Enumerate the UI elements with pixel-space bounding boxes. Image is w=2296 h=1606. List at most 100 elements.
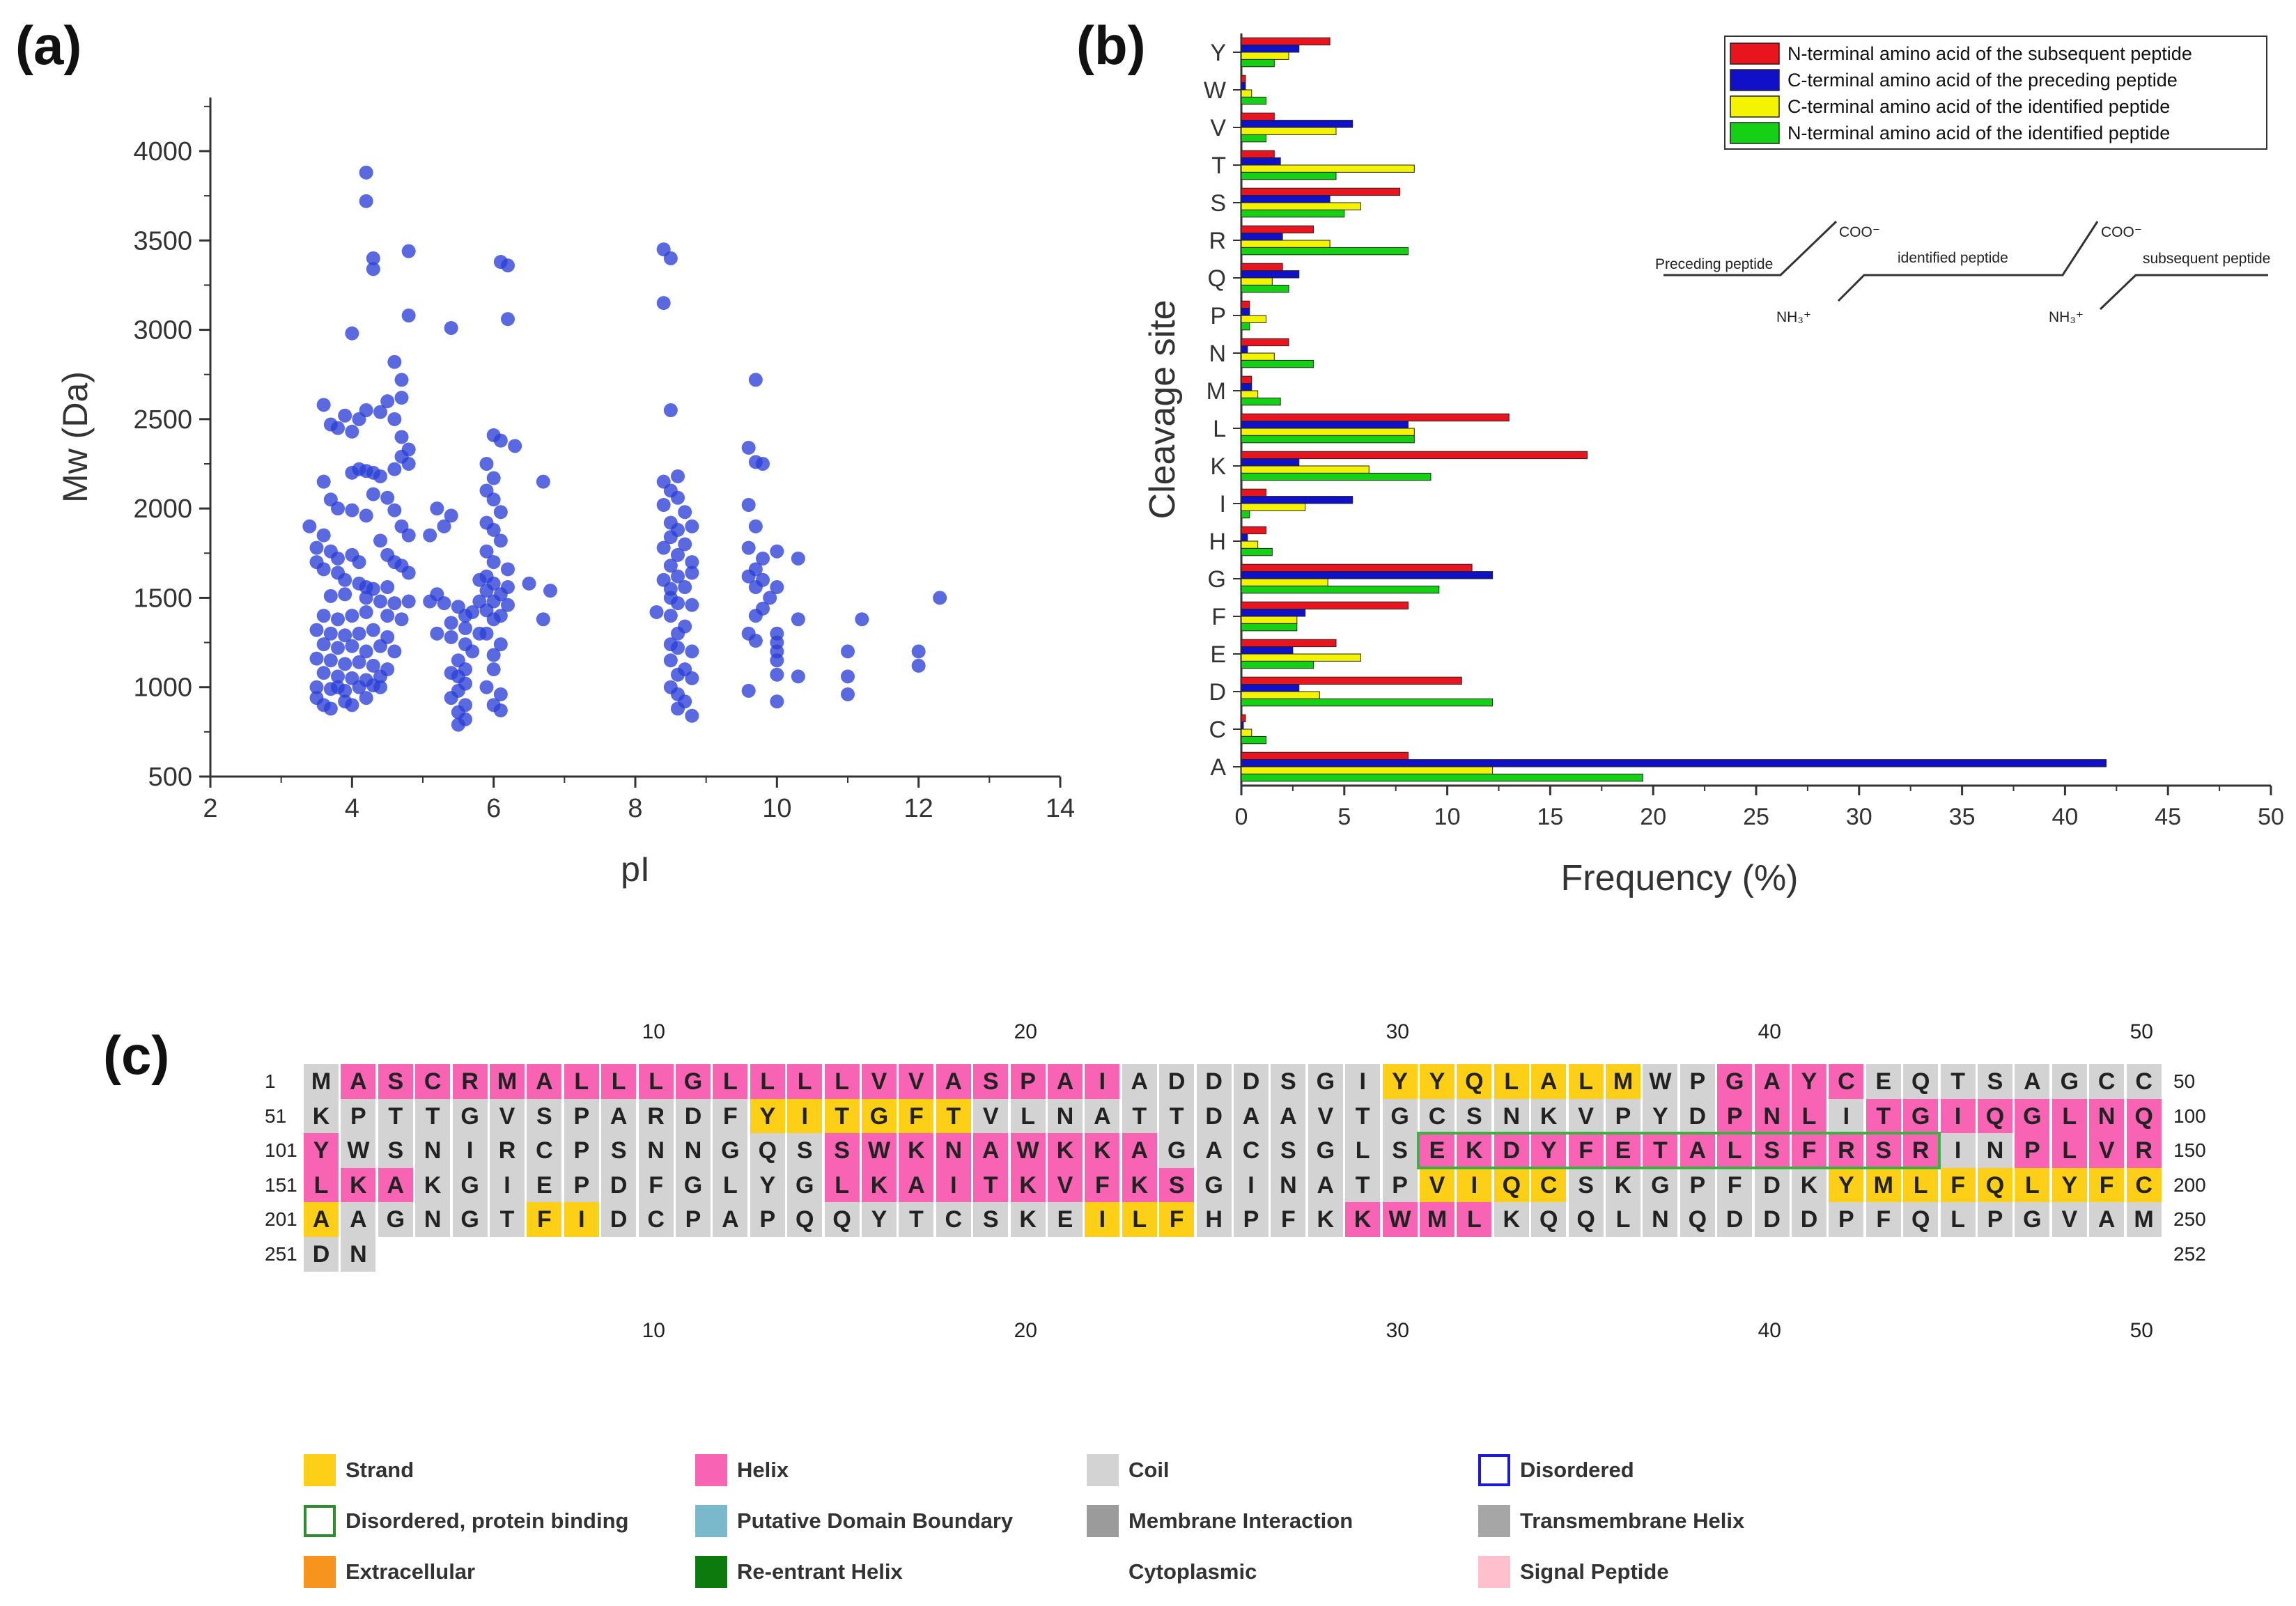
residue-cell: G <box>1159 1133 1195 1169</box>
residue-cell: Y <box>2051 1167 2087 1203</box>
residue-cell: G <box>452 1167 488 1203</box>
top-ruler-label: 10 <box>642 1020 665 1043</box>
residue-cell: L <box>787 1064 823 1099</box>
residue-cell: Q <box>1457 1064 1492 1099</box>
residue-cell: D <box>1680 1098 1715 1134</box>
residue-cell: T <box>1345 1098 1381 1134</box>
residue-cell: A <box>1122 1064 1157 1099</box>
residue-cell: T <box>415 1098 451 1134</box>
data-point <box>373 594 387 609</box>
residue-cell: V <box>2089 1133 2125 1169</box>
data-point <box>671 626 685 641</box>
data-point <box>331 551 345 566</box>
residue-cell: L <box>713 1167 748 1203</box>
data-point <box>338 587 352 602</box>
residue-cell: F <box>713 1098 748 1134</box>
data-point <box>486 492 501 507</box>
data-point <box>345 639 359 653</box>
data-point <box>493 703 508 718</box>
residue-cell: G <box>1717 1064 1753 1099</box>
bar <box>1241 435 1415 444</box>
residue-cell: G <box>2015 1098 2050 1134</box>
y-tick-label: P <box>1210 303 1226 329</box>
data-point <box>543 584 557 598</box>
data-point <box>479 626 494 641</box>
residue-cell: T <box>824 1098 860 1134</box>
data-point <box>437 596 451 611</box>
x-tick-label: 35 <box>1949 804 1976 830</box>
residue-cell: A <box>341 1064 376 1099</box>
y-tick-label: Q <box>1208 265 1226 292</box>
residue-cell: A <box>601 1098 637 1134</box>
data-point <box>309 623 324 637</box>
data-point <box>656 296 671 311</box>
data-point <box>323 626 338 641</box>
data-point <box>380 580 395 595</box>
data-point <box>748 373 763 387</box>
data-point <box>394 612 409 627</box>
residue-cell: L <box>2051 1098 2087 1134</box>
legend-item: Membrane Interaction <box>1087 1503 1353 1539</box>
residue-cell: K <box>1494 1202 1529 1238</box>
data-point <box>501 312 515 327</box>
bottom-ruler-label: 10 <box>642 1319 665 1342</box>
legend-swatch <box>1087 1505 1119 1537</box>
residue-cell: P <box>1717 1098 1753 1134</box>
y-tick-label: R <box>1209 228 1226 254</box>
data-point <box>359 508 373 523</box>
legend-swatch <box>1087 1556 1119 1588</box>
x-tick-label: 50 <box>2258 804 2284 830</box>
residue-cell: T <box>899 1202 934 1238</box>
residue-cell: I <box>564 1202 599 1238</box>
residue-cell: F <box>1271 1202 1306 1238</box>
data-point <box>671 667 685 682</box>
row-end-number: 100 <box>2173 1105 2206 1127</box>
residue-cell: P <box>1234 1202 1269 1238</box>
data-point <box>479 456 494 471</box>
row-start-number: 251 <box>265 1243 297 1265</box>
residue-cell: F <box>1568 1133 1604 1169</box>
data-point <box>373 405 387 419</box>
residue-cell: S <box>1754 1133 1790 1169</box>
data-point <box>387 596 402 611</box>
row-end-number: 250 <box>2173 1208 2206 1231</box>
residue-cell: S <box>378 1133 413 1169</box>
inset-preceding-label: Preceding peptide <box>1655 256 1773 272</box>
residue-cell: G <box>2051 1064 2087 1099</box>
data-point <box>770 580 784 595</box>
data-point <box>741 540 756 555</box>
legend-item: Strand <box>304 1452 414 1488</box>
residue-cell: G <box>1308 1133 1343 1169</box>
legend-label: C-terminal amino acid of the identified … <box>1787 96 2170 117</box>
x-axis-title: Frequency (%) <box>1561 858 1799 898</box>
residue-cell: R <box>1829 1133 1864 1169</box>
residue-cell: K <box>1457 1133 1492 1169</box>
data-point <box>444 630 458 644</box>
data-point <box>933 591 947 605</box>
legend-item: Extracellular <box>304 1554 475 1590</box>
residue-cell: Q <box>824 1202 860 1238</box>
residue-cell: A <box>1271 1098 1306 1134</box>
residue-cell: K <box>1048 1133 1083 1169</box>
bar <box>1241 284 1289 293</box>
data-point <box>366 623 380 637</box>
inset-subsequent-label: subsequent peptide <box>2143 251 2270 267</box>
legend-label: Re-entrant Helix <box>737 1559 903 1584</box>
residue-cell: K <box>304 1098 339 1134</box>
data-point <box>352 680 366 694</box>
bar <box>1241 359 1314 368</box>
residue-cell: C <box>1531 1167 1567 1203</box>
x-tick-label: 0 <box>1235 804 1248 830</box>
data-point <box>444 616 458 630</box>
y-tick-label: L <box>1213 416 1226 442</box>
data-point <box>316 474 331 489</box>
legend-swatch <box>695 1505 727 1537</box>
residue-cell: D <box>1754 1202 1790 1238</box>
x-tick-label: 10 <box>762 794 791 823</box>
residue-cell: S <box>973 1202 1009 1238</box>
data-point <box>401 594 416 609</box>
data-point <box>741 569 756 584</box>
residue-cell: C <box>2126 1167 2162 1203</box>
data-point <box>756 551 770 566</box>
